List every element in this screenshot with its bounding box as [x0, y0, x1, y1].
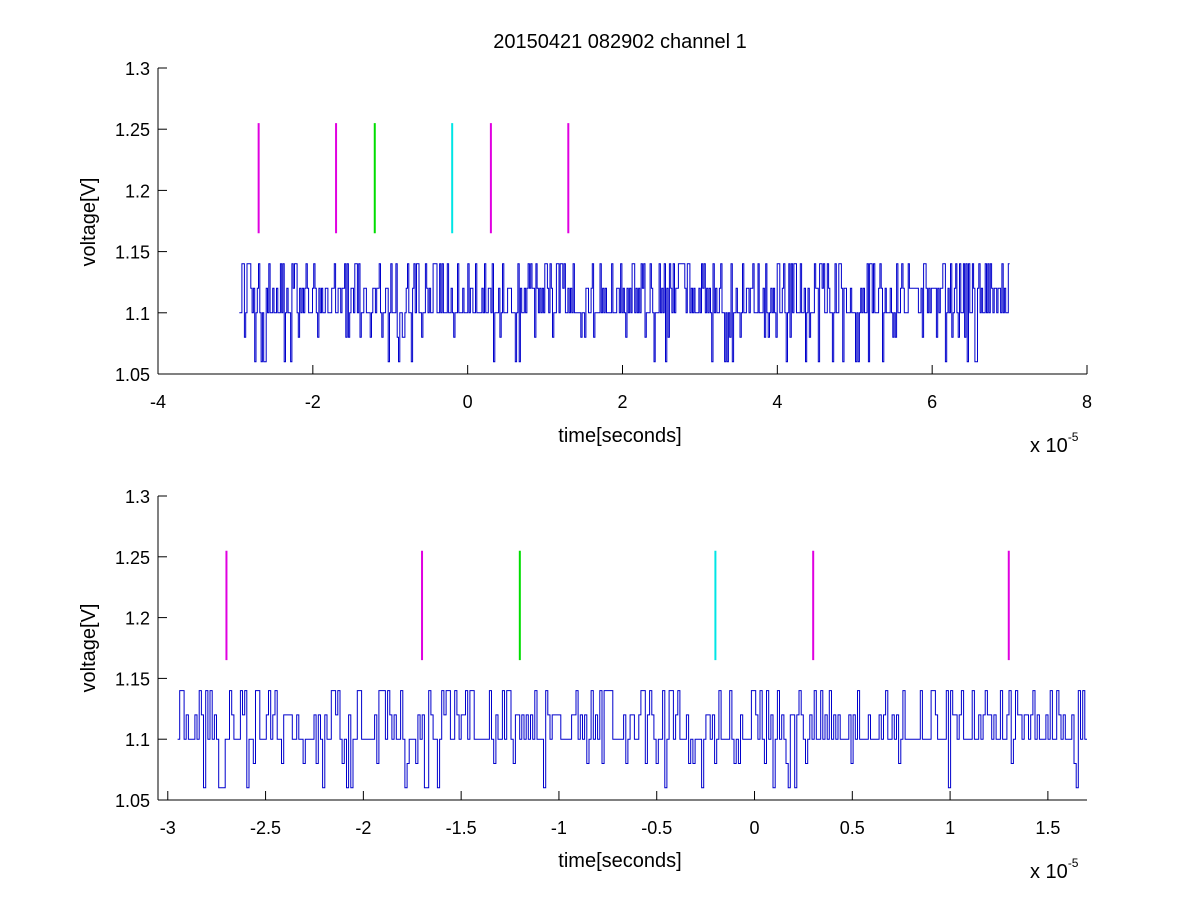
axes-bottom: -3 -2.5 -2 -1.5 -1 -0.5 0 0.5 1 1.5 1.05 1.1 1.15 1.2…: [115, 487, 1087, 838]
x-tick-label: 0.5: [840, 818, 865, 838]
x-tick-label: 2: [617, 392, 627, 412]
subplot-top: -4 -2 0 2 4 6 8 1.05 1.1 1.15 1.2 1.25 1.3 time[seco…: [78, 59, 1092, 457]
y-tick-label: 1.3: [125, 59, 150, 79]
x-tick-label: -0.5: [641, 818, 672, 838]
axes-top: -4 -2 0 2 4 6 8 1.05 1.1 1.15 1.2 1.25 1.3: [115, 59, 1092, 412]
y-tick-label: 1.25: [115, 120, 150, 140]
y-tick-label: 1.1: [125, 730, 150, 750]
x-multiplier-top: x 10-5: [1030, 430, 1079, 457]
signal-trace-bottom: [177, 690, 1087, 789]
y-tick-label: 1.15: [115, 669, 150, 689]
x-multiplier-exponent-top: -5: [1068, 430, 1079, 444]
x-tick-label: -1: [551, 818, 567, 838]
y-tick-label: 1.3: [125, 487, 150, 507]
x-tick-label: -1.5: [446, 818, 477, 838]
signal-trace-top: [239, 263, 1010, 363]
x-tick-label: 6: [927, 392, 937, 412]
x-tick-label: 0: [750, 818, 760, 838]
y-tick-label: 1.05: [115, 791, 150, 811]
x-multiplier-exponent-bottom: -5: [1068, 856, 1079, 870]
x-tick-label: -2: [355, 818, 371, 838]
y-tick-label: 1.15: [115, 243, 150, 263]
x-axis-label-top: time[seconds]: [558, 425, 681, 447]
y-tick-label: 1.25: [115, 548, 150, 568]
event-markers-top: [257, 123, 570, 234]
y-axis-label-bottom: voltage[V]: [78, 604, 100, 693]
x-multiplier-base-bottom: x 10: [1030, 861, 1068, 883]
signal-line: [177, 690, 1087, 789]
y-tick-label: 1.2: [125, 609, 150, 629]
signal-line: [239, 263, 1010, 363]
x-axis-label-bottom: time[seconds]: [558, 850, 681, 872]
x-tick-label: -3: [160, 818, 176, 838]
x-tick-label: 8: [1082, 392, 1092, 412]
y-axis-label-top: voltage[V]: [78, 178, 100, 267]
event-markers-bottom: [225, 550, 1010, 661]
x-tick-label: 4: [772, 392, 782, 412]
x-tick-label: 1: [945, 818, 955, 838]
x-tick-label: -4: [150, 392, 166, 412]
figure-title: 20150421 082902 channel 1: [493, 31, 747, 53]
subplot-bottom: -3 -2.5 -2 -1.5 -1 -0.5 0 0.5 1 1.5 1.05 1.1 1.15 1.2…: [78, 487, 1087, 883]
x-tick-label: -2.5: [250, 818, 281, 838]
x-tick-label: 0: [463, 392, 473, 412]
y-tick-label: 1.05: [115, 365, 150, 385]
x-multiplier-base-top: x 10: [1030, 435, 1068, 457]
x-tick-label: -2: [305, 392, 321, 412]
x-multiplier-bottom: x 10-5: [1030, 856, 1079, 883]
y-tick-label: 1.1: [125, 304, 150, 324]
y-tick-label: 1.2: [125, 181, 150, 201]
x-tick-label: 1.5: [1035, 818, 1060, 838]
